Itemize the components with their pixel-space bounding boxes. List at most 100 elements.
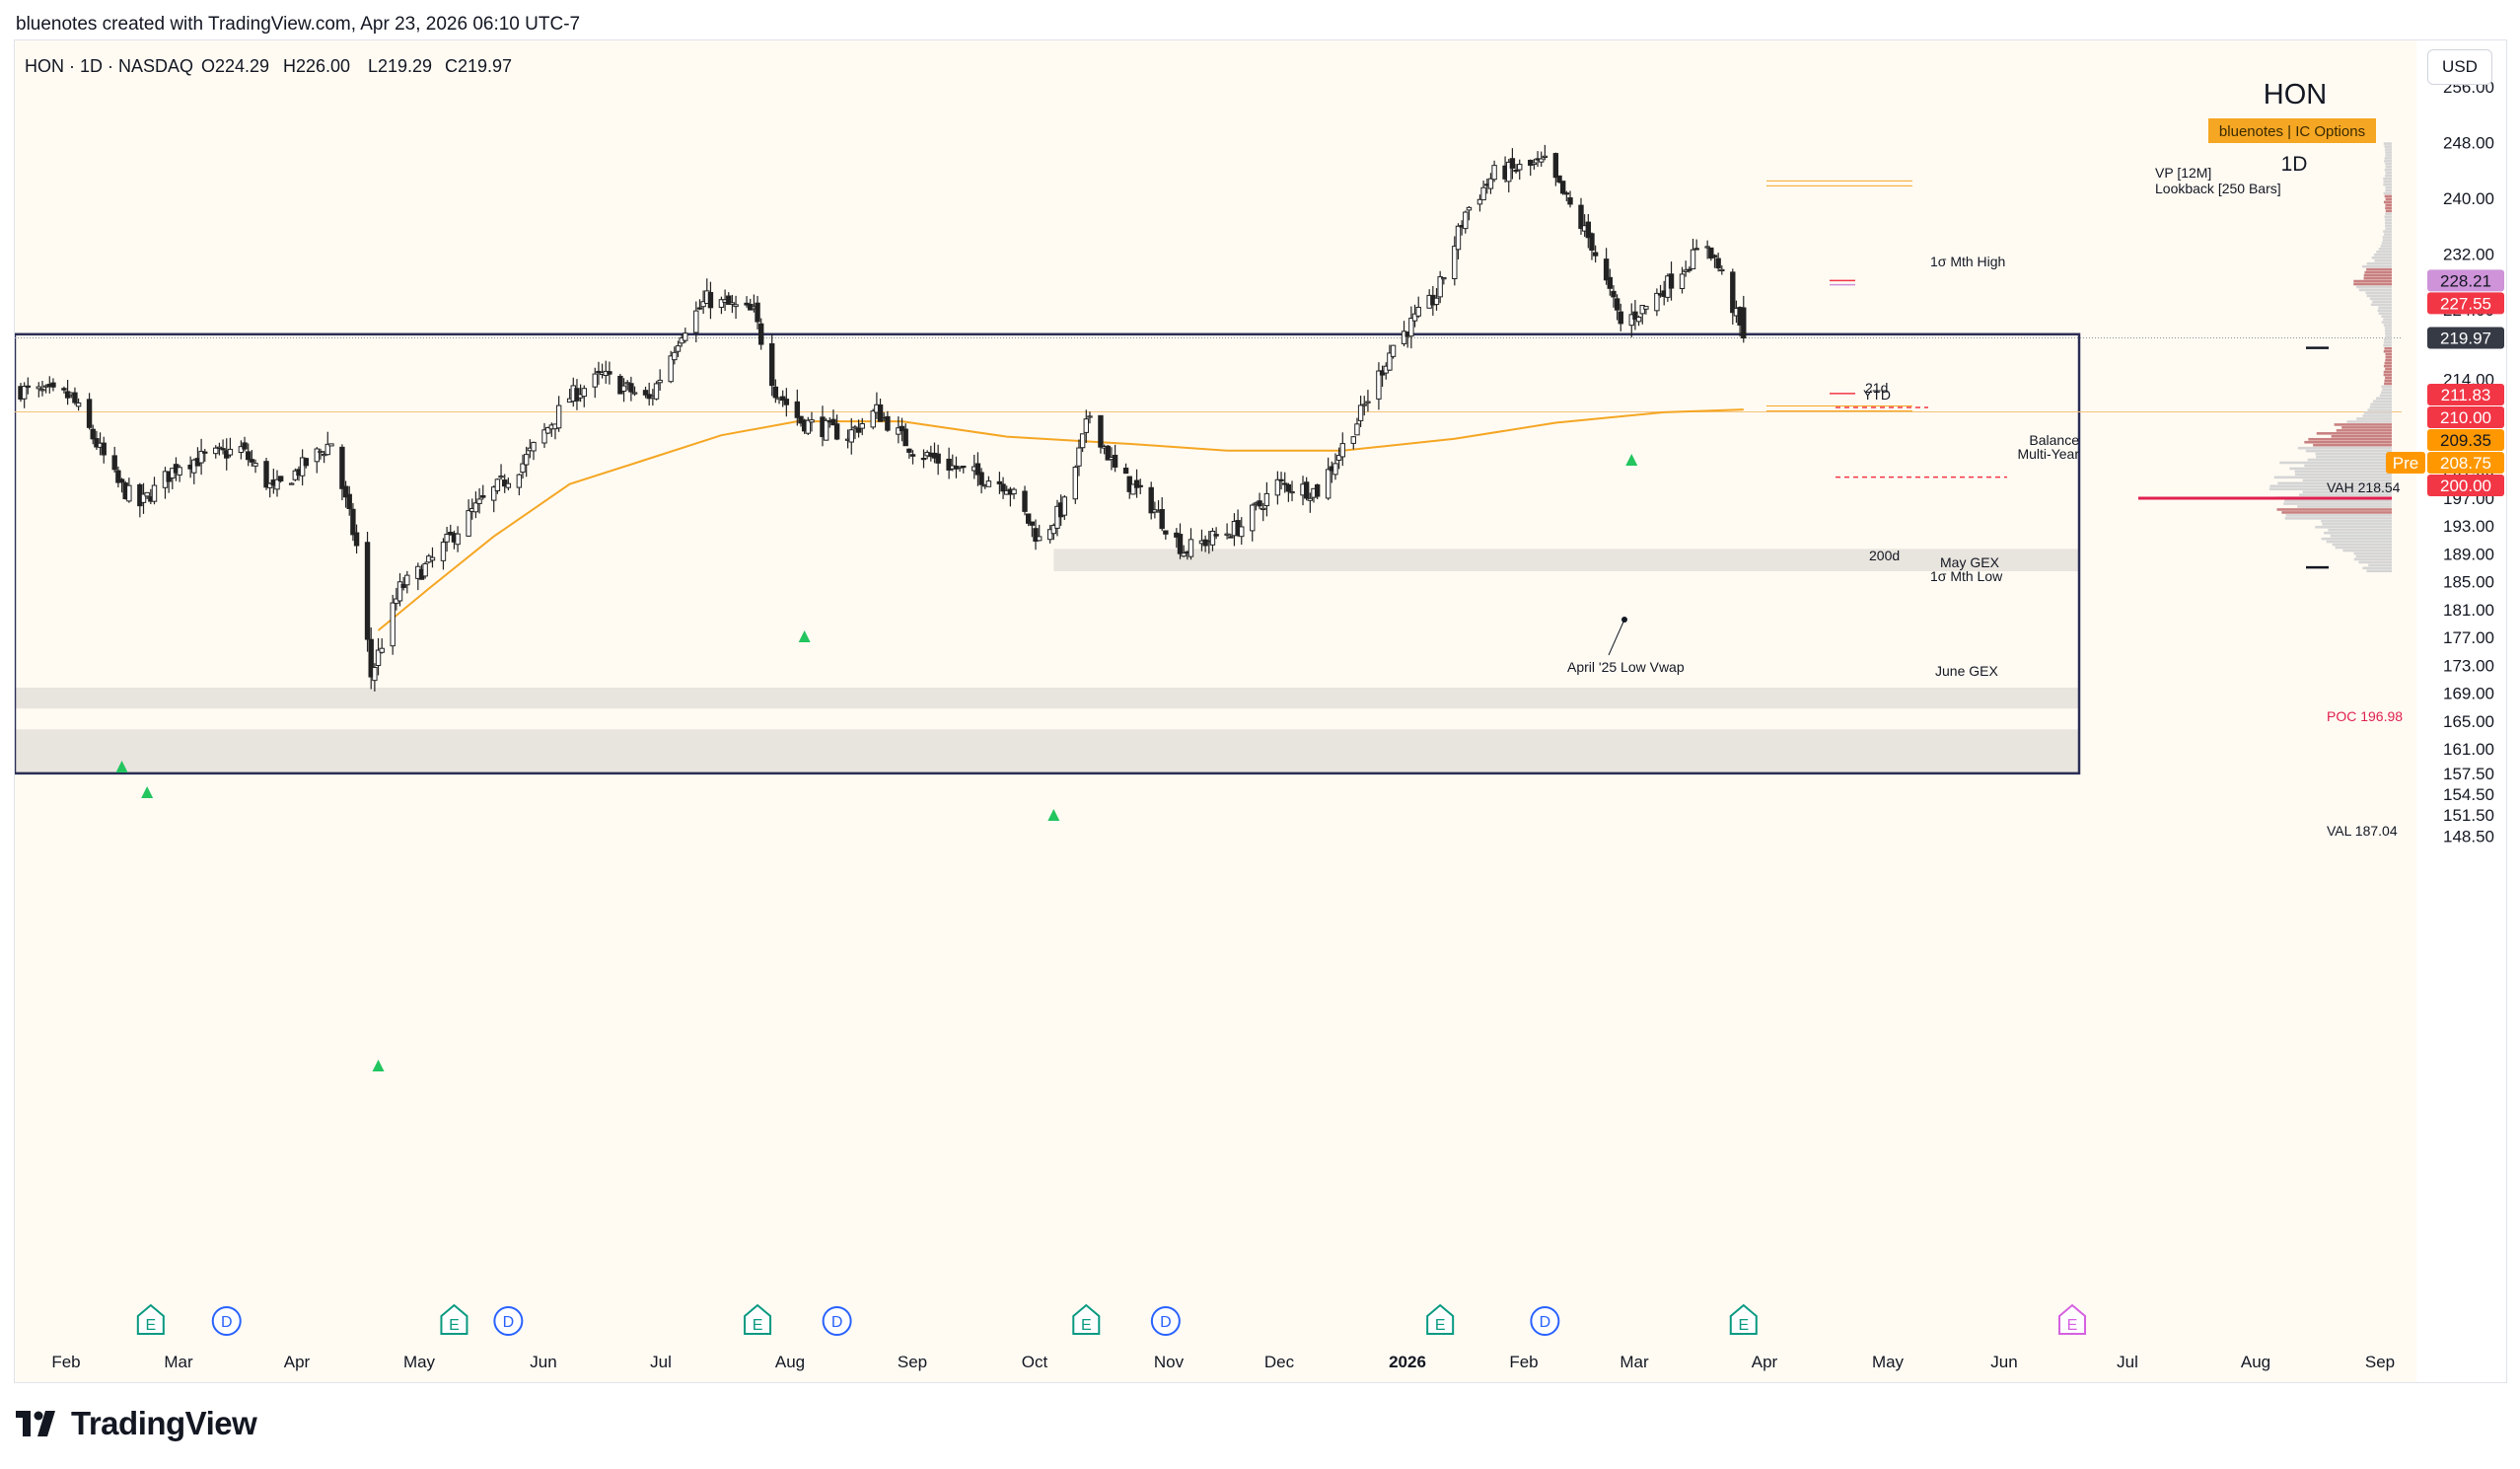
candle-body — [1711, 255, 1718, 257]
earnings-icon-shape — [440, 1303, 468, 1335]
candle-body — [39, 389, 45, 392]
volume-profile-bar — [2385, 376, 2392, 380]
dividend-icon[interactable]: D — [822, 1306, 852, 1336]
volume-profile-bar — [2373, 400, 2392, 403]
volume-profile-bar — [2373, 254, 2392, 257]
val-label: VAL 187.04 — [2327, 823, 2398, 839]
currency-button[interactable]: USD — [2427, 49, 2492, 85]
candle-body — [396, 581, 403, 602]
dividend-icon[interactable]: D — [211, 1306, 242, 1336]
volume-profile-bar — [2383, 183, 2392, 186]
volume-profile-bar — [2381, 315, 2392, 318]
candle-body — [455, 533, 461, 546]
candle-body — [1654, 292, 1660, 312]
volume-profile-bar — [2281, 511, 2392, 514]
candle-body — [1361, 404, 1367, 406]
volume-profile-bar — [2384, 168, 2392, 172]
volume-profile-bar — [2304, 440, 2392, 444]
candle-body — [353, 532, 360, 547]
candle-body — [642, 390, 649, 396]
volume-profile-bar — [2385, 171, 2392, 175]
earnings-icon-shape — [1072, 1303, 1101, 1335]
candle-body — [303, 458, 309, 467]
volume-profile-bar — [2341, 426, 2392, 429]
price-chart-svg[interactable]: E D E D E D E D E D E E HON · 1D · NASDAQ O224.29 H… — [15, 40, 2506, 1382]
signal-up-triangle — [1625, 454, 1638, 466]
candle-body — [202, 451, 208, 454]
candle-body — [339, 446, 345, 489]
volume-profile-bar — [2385, 330, 2392, 332]
candle-body — [1509, 158, 1516, 169]
candle-body — [75, 402, 82, 407]
tradingview-logo[interactable]: TradingView — [16, 1405, 257, 1442]
volume-profile-bar — [2308, 437, 2392, 441]
earnings-icon[interactable]: E — [1072, 1303, 1101, 1335]
earnings-icon[interactable]: E — [1729, 1303, 1758, 1335]
volume-profile-bar — [2366, 267, 2392, 271]
candle-body — [1643, 306, 1649, 310]
volume-profile-bar — [2335, 546, 2392, 550]
candle-body — [902, 428, 908, 447]
time-axis-tick-label: Apr — [1752, 1353, 1778, 1371]
earnings-icon[interactable]: E — [2058, 1303, 2087, 1335]
volume-profile-bar — [2385, 197, 2392, 201]
reference-lines-layer — [15, 180, 2402, 656]
volume-profile-bar — [2385, 151, 2392, 154]
price-axis-tick-label: 161.00 — [2443, 740, 2494, 759]
candle-body — [531, 441, 537, 452]
candle-body — [631, 392, 638, 395]
annotation-text-layer: HON · 1D · NASDAQ O224.29 H226.00 L219.2… — [25, 56, 2403, 839]
time-axis[interactable]: Feb Mar Apr May Jun Jul Aug Sep Oct Nov Dec 2026 Feb… — [51, 1353, 2395, 1371]
volume-profile-bar — [2322, 523, 2392, 526]
earnings-icon-shape — [1729, 1303, 1758, 1335]
candle-body — [1578, 204, 1584, 229]
dividend-icon[interactable]: D — [1530, 1306, 1560, 1336]
candle-body — [494, 478, 501, 491]
candle-body — [252, 463, 258, 467]
volume-profile-bar — [2384, 327, 2392, 330]
volume-profile-bar — [2321, 537, 2392, 541]
candle-body — [516, 474, 523, 488]
candle-body — [1387, 352, 1393, 371]
volume-profile-bar — [2353, 279, 2392, 283]
earnings-icon[interactable]: E — [136, 1303, 165, 1335]
dividend-icon[interactable]: D — [1150, 1306, 1181, 1336]
candle-body — [1463, 211, 1469, 230]
volume-profile-bar — [2385, 224, 2392, 227]
candle-body — [1618, 311, 1623, 325]
candle-body — [466, 510, 471, 537]
volume-profile-bar — [2364, 270, 2392, 274]
volume-profile-bar — [2363, 276, 2392, 280]
candle-body — [1083, 418, 1089, 433]
candle-body — [1278, 478, 1284, 481]
earnings-icon[interactable]: E — [440, 1303, 468, 1335]
legend-high: H226.00 — [283, 56, 350, 76]
volume-profile-bar — [2383, 200, 2392, 204]
vwap-label: April '25 Low Vwap — [1567, 659, 1685, 675]
candle-body — [1357, 404, 1364, 421]
volume-profile-bar — [2385, 332, 2392, 335]
candle-body — [1376, 370, 1382, 400]
d200-label: 200d — [1869, 548, 1900, 563]
candle-body — [1137, 484, 1143, 487]
earnings-icon[interactable]: E — [744, 1303, 772, 1335]
candle-body — [1148, 486, 1154, 514]
earnings-icon[interactable]: E — [1426, 1303, 1455, 1335]
balance-box — [15, 332, 2081, 775]
candle-body — [805, 419, 812, 434]
chart-pane[interactable]: E D E D E D E D E D E E HON · 1D · NASDAQ O224.29 H… — [14, 39, 2507, 1383]
candle-body — [1487, 178, 1494, 189]
volume-profile-bar — [2284, 517, 2392, 520]
price-axis-tick-label: 193.00 — [2443, 517, 2494, 536]
candle-body — [1325, 469, 1332, 499]
zones-layer — [15, 332, 2081, 775]
dividend-icon[interactable]: D — [493, 1306, 524, 1336]
candle-body — [227, 448, 234, 456]
time-axis-tick-label: Jun — [1990, 1353, 2017, 1371]
time-axis-tick-label: Feb — [51, 1353, 80, 1371]
candle-body — [1285, 483, 1292, 492]
candle-body — [1011, 488, 1017, 495]
volume-profile-bar — [2276, 508, 2392, 511]
watermark-symbol: HON — [2264, 79, 2327, 110]
